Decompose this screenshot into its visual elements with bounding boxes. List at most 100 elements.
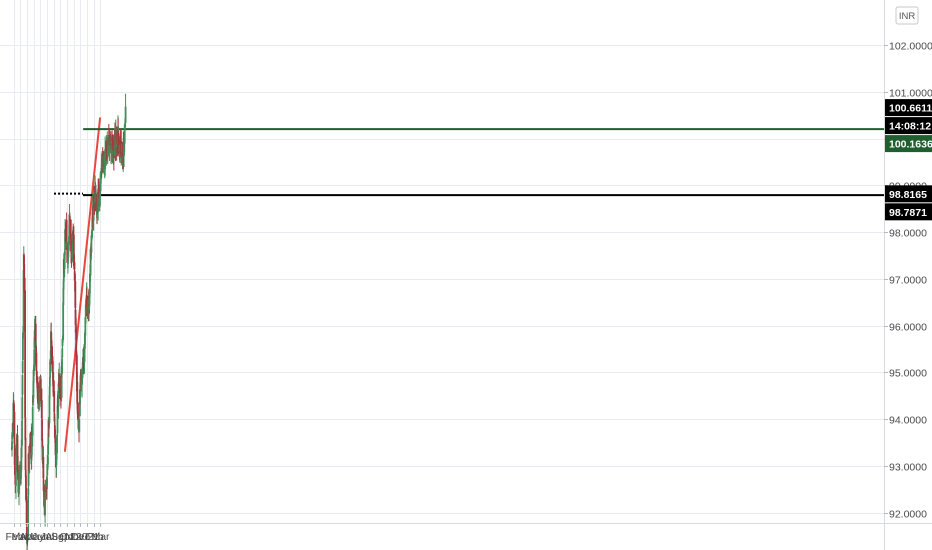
candle-body [32,370,35,383]
price-tag-label: 100.1636 [889,139,932,151]
price-tag-box [885,185,932,203]
price-tick-label: 101.0000 [889,88,932,100]
currency-badge[interactable]: INR [895,6,919,25]
time-tick-label: Apr [19,531,36,543]
candle-body [76,382,79,405]
price-tag-box [885,99,932,117]
price-tags: 100.6611 14:08:12 100.1636 98.8165 98.7871 [885,99,932,221]
candle-body [24,437,27,471]
candle-body [44,491,47,500]
price-tag-label: 98.7871 [889,207,927,219]
candle-body [49,359,52,364]
candle-body [78,418,81,432]
time-tick-label: Mar [11,531,30,543]
drawings-layer [54,117,884,452]
candle-body [85,300,87,316]
candle-body [49,362,52,378]
price-tag-box [885,203,932,221]
candle-body [90,238,93,253]
candle-body [42,456,45,479]
price-tag-label: 98.8165 [889,189,927,201]
candle-body [11,441,13,449]
candle-body [61,358,63,374]
price-tag-label: 14:08:12 [889,121,931,133]
price-tick-label: 102.0000 [889,41,932,53]
time-tick-label: May [25,531,46,543]
candle-body [44,489,47,493]
candle-body [124,106,127,123]
candle-body [22,332,24,360]
candle-body [56,405,59,434]
price-tick-label: 97.0000 [889,275,927,287]
currency-badge-box [895,6,919,25]
candle-body [11,432,14,440]
candle-body [21,397,24,420]
candle-body [99,174,102,191]
candle-body [72,234,75,267]
candle-body [46,464,49,476]
candle-body [68,224,71,246]
candle-body [72,231,75,235]
candle-body [123,124,126,144]
time-tick-label: Jun [32,531,49,543]
candle-body [35,352,38,371]
candle-body [23,264,26,288]
candle-body [104,149,107,170]
candle-body [50,352,53,357]
candle-body [32,380,35,399]
candle-body [13,465,16,475]
price-tag-box [885,117,932,135]
time-tick-label: Feb [85,531,103,543]
candle-body [91,228,93,238]
price-tick-label: 92.0000 [889,509,927,521]
time-tick-label: Oct [59,531,75,543]
candle-body [74,309,77,325]
candle-body [75,329,78,356]
candle-body [56,435,58,454]
candle-body [16,455,19,473]
candle-body [89,273,91,294]
candle-body [21,420,23,446]
candle-body [60,367,63,398]
candle-body [35,372,38,375]
candle-body [111,139,114,146]
price-tick-label: 96.0000 [889,322,927,334]
candle-body [62,302,65,340]
candle-body [15,454,17,487]
candle-body [13,444,16,466]
price-tick-label: 98.0000 [889,228,927,240]
candle-body [53,425,56,439]
candle-body [117,133,120,150]
candle-body [55,450,58,466]
candle-body [61,338,64,346]
candle-body [52,387,55,393]
candle-body [13,411,16,444]
candle-body [26,538,29,540]
candle-body [81,367,84,380]
candle-body [98,188,100,193]
grid-lines [0,0,884,522]
candle-body [57,383,60,407]
time-tick-label: Feb [5,531,23,543]
candle-body [74,281,77,308]
candle-body [48,377,51,387]
candle-body [53,390,56,413]
candle-body [25,500,28,525]
time-tick-label: 2021 [76,531,100,543]
candle-body [33,349,36,372]
candle-body [60,396,62,401]
candle-body [40,389,43,401]
candle-body [73,271,76,281]
candle-body [25,475,27,500]
candle-body [12,402,15,412]
time-tick-label: Nov [65,531,84,543]
time-axis[interactable]: FebMarAprMayJunJulAugSepOctNovDec2021Feb… [5,523,110,543]
time-tick-label: Aug [45,531,64,543]
candle-body [31,438,33,443]
candle-body [31,407,34,436]
candle-body [50,340,53,352]
candle-body [20,447,23,470]
candle-body [12,402,15,423]
